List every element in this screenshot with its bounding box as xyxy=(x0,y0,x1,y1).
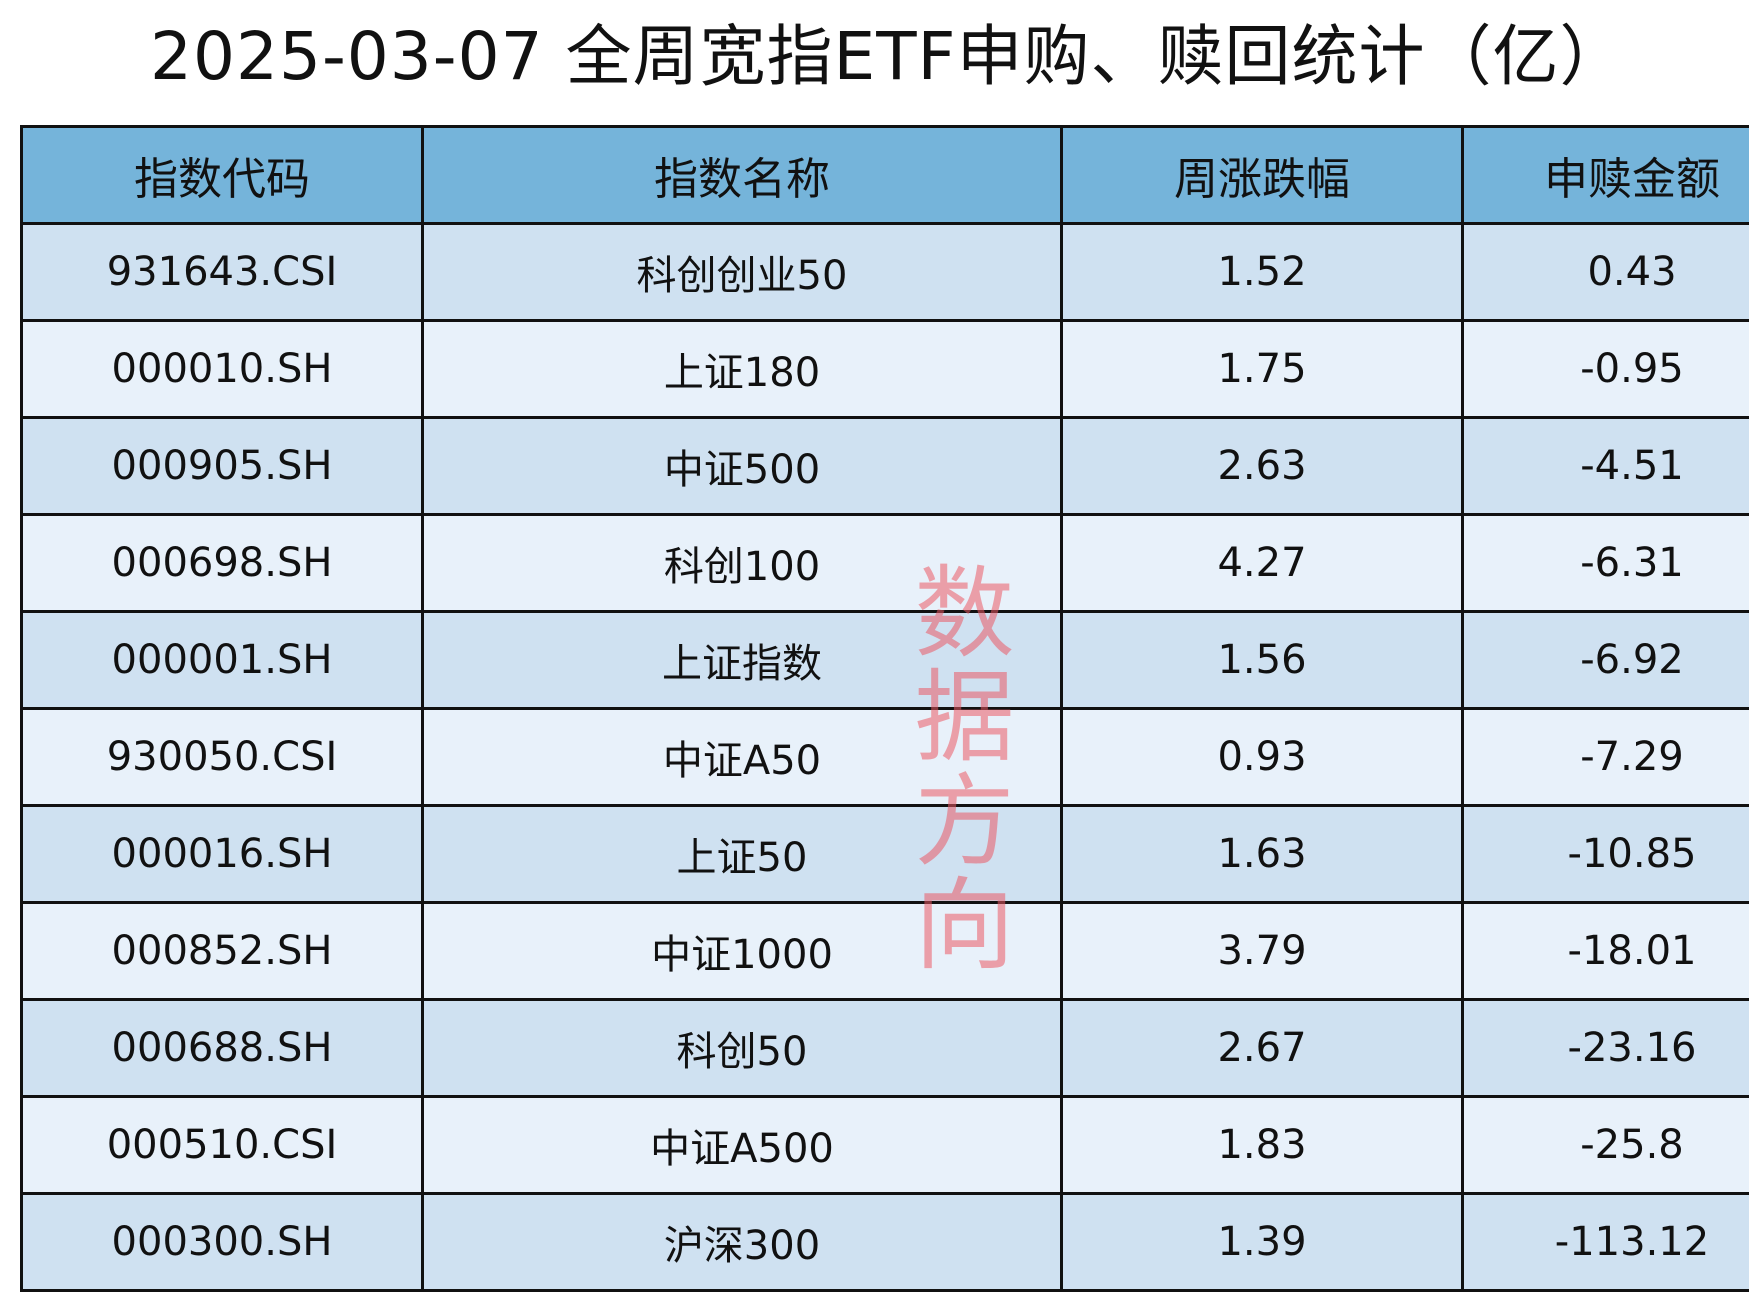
table-row: 931643.CSI 科创创业50 1.52 0.43 xyxy=(20,222,1749,322)
cell-index-code: 000905.SH xyxy=(20,416,424,516)
table-header-row: 指数代码 指数名称 周涨跌幅 申赎金额 xyxy=(20,125,1749,225)
cell-weekly-change: 1.56 xyxy=(1060,610,1464,710)
cell-flow-amount: -6.31 xyxy=(1461,513,1749,613)
cell-flow-amount: -10.85 xyxy=(1461,804,1749,904)
cell-weekly-change: 1.63 xyxy=(1060,804,1464,904)
cell-weekly-change: 2.63 xyxy=(1060,416,1464,516)
cell-index-name: 科创创业50 xyxy=(421,222,1063,322)
cell-weekly-change: 2.67 xyxy=(1060,998,1464,1098)
cell-index-name: 上证指数 xyxy=(421,610,1063,710)
cell-index-name: 中证500 xyxy=(421,416,1063,516)
cell-index-name: 中证A50 xyxy=(421,707,1063,807)
table-row: 000016.SH 上证50 1.63 -10.85 xyxy=(20,804,1749,904)
cell-index-name: 上证180 xyxy=(421,319,1063,419)
table-row: 000905.SH 中证500 2.63 -4.51 xyxy=(20,416,1749,516)
table-row: 000001.SH 上证指数 1.56 -6.92 xyxy=(20,610,1749,710)
table-row: 000852.SH 中证1000 3.79 -18.01 xyxy=(20,901,1749,1001)
cell-index-code: 000001.SH xyxy=(20,610,424,710)
cell-index-name: 中证1000 xyxy=(421,901,1063,1001)
cell-weekly-change: 3.79 xyxy=(1060,901,1464,1001)
cell-flow-amount: -23.16 xyxy=(1461,998,1749,1098)
cell-flow-amount: -6.92 xyxy=(1461,610,1749,710)
cell-flow-amount: 0.43 xyxy=(1461,222,1749,322)
table-row: 930050.CSI 中证A50 0.93 -7.29 xyxy=(20,707,1749,807)
cell-weekly-change: 0.93 xyxy=(1060,707,1464,807)
cell-index-name: 沪深300 xyxy=(421,1192,1063,1292)
cell-flow-amount: -7.29 xyxy=(1461,707,1749,807)
cell-flow-amount: -4.51 xyxy=(1461,416,1749,516)
table-row: 000510.CSI 中证A500 1.83 -25.8 xyxy=(20,1095,1749,1195)
cell-index-code: 000510.CSI xyxy=(20,1095,424,1195)
cell-index-code: 930050.CSI xyxy=(20,707,424,807)
cell-weekly-change: 1.39 xyxy=(1060,1192,1464,1292)
cell-index-code: 000010.SH xyxy=(20,319,424,419)
etf-flow-table: 指数代码 指数名称 周涨跌幅 申赎金额 931643.CSI 科创创业50 1.52… xyxy=(20,125,1749,1292)
table-row: 000300.SH 沪深300 1.39 -113.12 xyxy=(20,1192,1749,1292)
cell-index-name: 上证50 xyxy=(421,804,1063,904)
cell-index-code: 000300.SH xyxy=(20,1192,424,1292)
cell-flow-amount: -18.01 xyxy=(1461,901,1749,1001)
cell-index-code: 000016.SH xyxy=(20,804,424,904)
cell-weekly-change: 4.27 xyxy=(1060,513,1464,613)
table-row: 000688.SH 科创50 2.67 -23.16 xyxy=(20,998,1749,1098)
cell-weekly-change: 1.83 xyxy=(1060,1095,1464,1195)
cell-index-name: 科创50 xyxy=(421,998,1063,1098)
cell-index-code: 931643.CSI xyxy=(20,222,424,322)
cell-flow-amount: -0.95 xyxy=(1461,319,1749,419)
cell-index-code: 000688.SH xyxy=(20,998,424,1098)
header-index-name: 指数名称 xyxy=(421,125,1063,225)
cell-index-code: 000852.SH xyxy=(20,901,424,1001)
cell-weekly-change: 1.52 xyxy=(1060,222,1464,322)
cell-weekly-change: 1.75 xyxy=(1060,319,1464,419)
header-weekly-change: 周涨跌幅 xyxy=(1060,125,1464,225)
cell-index-name: 中证A500 xyxy=(421,1095,1063,1195)
header-flow-amount: 申赎金额 xyxy=(1461,125,1749,225)
table-row: 000010.SH 上证180 1.75 -0.95 xyxy=(20,319,1749,419)
cell-index-code: 000698.SH xyxy=(20,513,424,613)
cell-flow-amount: -113.12 xyxy=(1461,1192,1749,1292)
page-title: 2025-03-07 全周宽指ETF申购、赎回统计（亿） xyxy=(150,18,1627,95)
cell-flow-amount: -25.8 xyxy=(1461,1095,1749,1195)
cell-index-name: 科创100 xyxy=(421,513,1063,613)
table-row: 000698.SH 科创100 4.27 -6.31 xyxy=(20,513,1749,613)
header-index-code: 指数代码 xyxy=(20,125,424,225)
